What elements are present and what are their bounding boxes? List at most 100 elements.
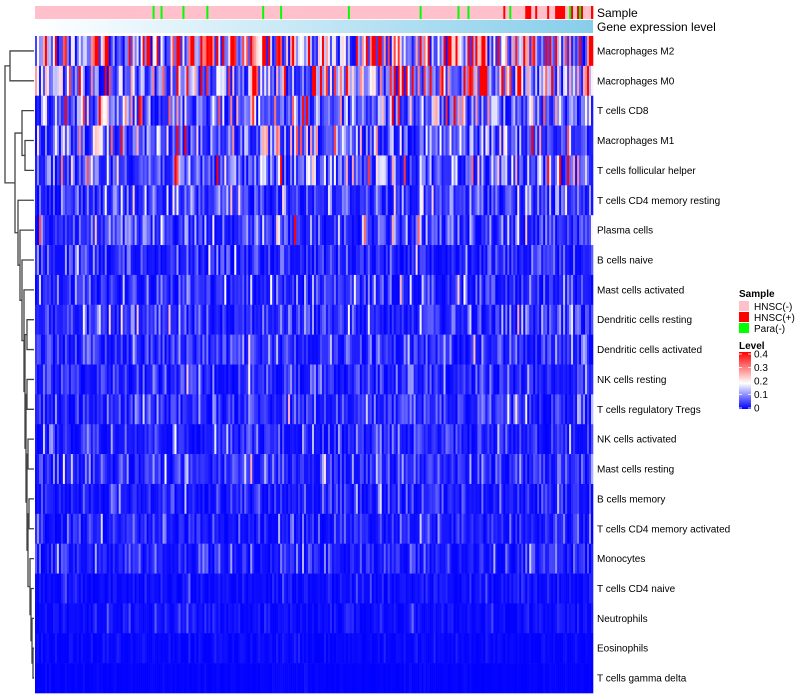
heatmap-cell <box>276 125 279 156</box>
heatmap-cell <box>266 424 269 455</box>
heatmap-cell <box>393 65 397 97</box>
heatmap-cell <box>210 274 213 306</box>
heatmap-cell <box>116 513 119 544</box>
heatmap-cell <box>547 36 550 67</box>
heatmap-cell <box>535 36 538 67</box>
heatmap-cell <box>551 95 554 126</box>
heatmap-cell <box>308 394 311 425</box>
heatmap-cell <box>485 424 488 455</box>
heatmap-cell <box>236 364 239 395</box>
heatmap-cell <box>260 65 263 97</box>
heatmap-cell <box>395 36 398 67</box>
heatmap-cell <box>411 483 414 515</box>
heatmap-cell <box>204 334 207 365</box>
heatmap-cell <box>210 304 213 335</box>
heatmap-cell <box>429 454 432 485</box>
sample-annotation-cell <box>218 6 221 19</box>
heatmap-cell <box>134 304 137 335</box>
heatmap-cell <box>425 155 428 186</box>
heatmap-cell <box>479 215 482 246</box>
heatmap-cell <box>188 394 191 425</box>
heatmap-cell <box>312 364 315 395</box>
heatmap-cell <box>88 185 92 216</box>
heatmap-cell <box>553 245 556 276</box>
heatmap-cell <box>142 394 145 425</box>
sample-annotation-cell <box>407 6 410 19</box>
heatmap-cell <box>276 483 279 515</box>
sample-annotation-cell <box>395 6 398 19</box>
heatmap-cell <box>339 424 343 455</box>
heatmap-cell <box>80 125 84 156</box>
heatmap-cell <box>417 513 420 544</box>
heatmap-cell <box>545 483 548 515</box>
heatmap-cell <box>70 215 74 246</box>
sample-annotation-cell <box>276 6 279 19</box>
heatmap-cell <box>234 364 237 395</box>
sample-annotation-cell <box>142 6 145 19</box>
heatmap-cell <box>451 125 454 156</box>
heatmap-cell <box>363 364 367 395</box>
heatmap-cell <box>441 513 444 544</box>
heatmap-cell <box>204 454 207 485</box>
heatmap-cell <box>202 36 205 67</box>
heatmap-cell <box>591 483 594 515</box>
heatmap-cell <box>264 215 267 246</box>
heatmap-cell <box>575 36 578 67</box>
heatmap-cell <box>497 245 500 276</box>
heatmap-cell <box>589 95 592 126</box>
heatmap-cell <box>172 95 175 126</box>
heatmap-cell <box>481 155 484 186</box>
heatmap-cell <box>286 513 289 544</box>
heatmap-cell <box>357 334 361 365</box>
heatmap-cell <box>200 36 203 67</box>
heatmap-cell <box>341 95 345 126</box>
heatmap-cell <box>497 394 500 425</box>
heatmap-cell <box>220 424 223 455</box>
heatmap-cell <box>148 125 151 156</box>
heatmap-cell <box>415 125 418 156</box>
heatmap-cell <box>116 454 119 485</box>
heatmap-cell <box>447 95 450 126</box>
heatmap-cell <box>413 334 416 365</box>
heatmap-cell <box>549 304 552 335</box>
heatmap-cell <box>389 394 393 425</box>
heatmap-cell <box>258 454 261 485</box>
heatmap-cell <box>453 274 456 306</box>
sample-annotation-cell <box>136 6 139 19</box>
heatmap-cell <box>74 274 78 306</box>
heatmap-cell <box>557 245 560 276</box>
sample-annotation-cell <box>282 6 285 19</box>
heatmap-cell <box>521 483 524 515</box>
heatmap-cell <box>349 65 353 97</box>
heatmap-cell <box>413 215 416 246</box>
heatmap-cell <box>375 155 379 186</box>
heatmap-cell <box>176 125 179 156</box>
heatmap-cell <box>96 274 100 306</box>
heatmap-cell <box>302 65 305 97</box>
heatmap-cell <box>511 125 514 156</box>
heatmap-cell <box>106 513 110 544</box>
heatmap-cell <box>268 334 271 365</box>
heatmap-cell <box>194 245 197 276</box>
heatmap-cell <box>314 155 317 186</box>
heatmap-cell <box>557 483 560 515</box>
heatmap-cell <box>264 483 267 515</box>
heatmap-cell <box>483 483 486 515</box>
heatmap-cell <box>268 424 271 455</box>
heatmap-cell <box>405 364 408 395</box>
heatmap-cell <box>337 483 341 515</box>
heatmap-cell <box>581 334 584 365</box>
sample-annotation-cell <box>523 6 526 19</box>
heatmap-cell <box>401 215 404 246</box>
heatmap-cell <box>551 36 554 67</box>
heatmap-cell <box>110 125 114 156</box>
heatmap-cell <box>88 513 92 544</box>
heatmap-cell <box>142 424 145 455</box>
sample-annotation-cell <box>575 6 578 19</box>
heatmap-cell <box>250 185 253 216</box>
heatmap-cell <box>399 65 402 97</box>
heatmap-cell <box>333 364 337 395</box>
heatmap-cell <box>290 125 293 156</box>
sample-annotation-cell <box>92 6 96 19</box>
heatmap-cell <box>433 125 436 156</box>
